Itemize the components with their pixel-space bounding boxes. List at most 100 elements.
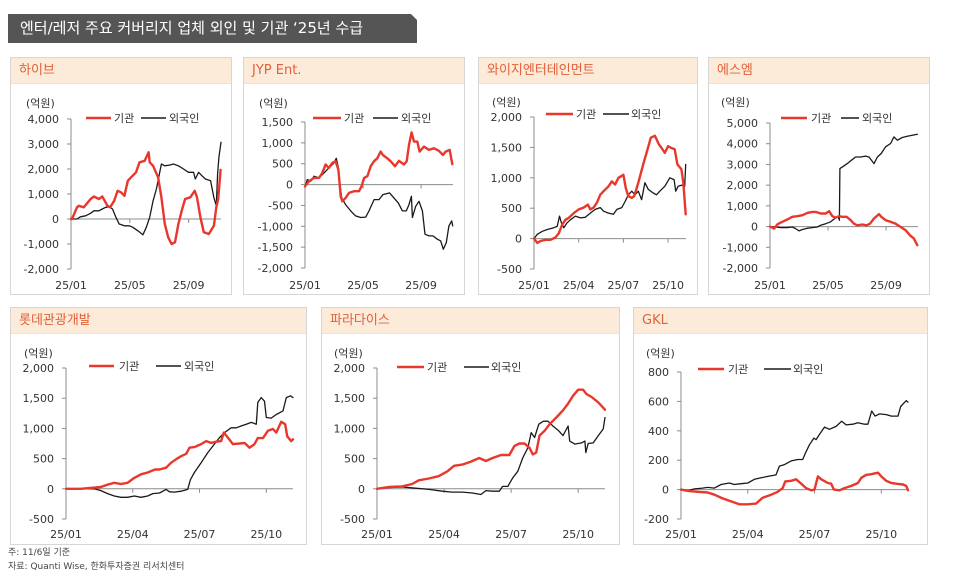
x-tick-label: 25/04 <box>563 279 595 292</box>
legend-label-foreign: 외국인 <box>401 112 431 125</box>
series-line-institution <box>303 131 454 203</box>
y-tick-label: 200 <box>648 454 669 467</box>
legend-label-foreign: 외국인 <box>862 112 892 125</box>
legend-label-institution: 기관 <box>427 361 447 374</box>
y-tick-label: -500 <box>29 513 54 526</box>
x-tick-label: 25/07 <box>495 528 527 541</box>
x-tick-label: 25/07 <box>184 528 216 541</box>
y-tick-label: -1,000 <box>258 220 293 233</box>
y-tick-label: 1,500 <box>23 392 55 405</box>
x-tick-label: 25/05 <box>812 279 844 292</box>
y-tick-label: 1,000 <box>334 422 366 435</box>
y-tick-label: 600 <box>648 395 669 408</box>
series-line-foreign <box>70 141 222 236</box>
series-line-institution <box>768 209 919 247</box>
footer-source: 자료: Quanti Wise, 한화투자증권 리서치센터 <box>8 562 185 572</box>
x-tick-label: 25/01 <box>754 279 786 292</box>
x-tick-label: 25/05 <box>347 279 379 292</box>
line-chart-hybe: (억원) -2,000 -1,000 0 1,000 2,000 3,000 4,000 25/… <box>24 97 222 292</box>
x-tick-label: 25/04 <box>117 528 149 541</box>
y-tick-label: 0 <box>52 213 59 226</box>
x-tick-label: 25/01 <box>518 279 550 292</box>
y-tick-label: 1,500 <box>334 392 366 405</box>
y-tick-label: 3,000 <box>28 138 60 151</box>
y-tick-label: -2,000 <box>24 263 59 276</box>
x-tick-label: 25/07 <box>608 279 640 292</box>
x-tick-label: 25/10 <box>652 279 684 292</box>
y-tick-label: -1,000 <box>723 241 758 254</box>
legend-label-institution: 기관 <box>344 112 364 125</box>
y-tick-label: -2,000 <box>258 262 293 275</box>
x-tick-label: 25/10 <box>562 528 594 541</box>
y-tick-label: 1,000 <box>28 188 60 201</box>
legend-label-institution: 기관 <box>119 360 139 373</box>
legend-label-foreign: 외국인 <box>491 361 521 374</box>
y-tick-label: 2,000 <box>28 163 60 176</box>
panel-title-paradise: 파라다이스 <box>322 308 619 334</box>
y-tick-label: 0 <box>286 179 293 192</box>
footer-note: 주: 11/6일 기준 <box>8 548 71 558</box>
x-tick-label: 25/01 <box>665 528 697 541</box>
y-tick-label: 0 <box>358 483 365 496</box>
y-tick-label: 5,000 <box>727 117 759 130</box>
series-line-institution <box>64 420 295 491</box>
y-tick-label: 1,000 <box>23 422 55 435</box>
y-unit-label: (억원) <box>26 97 55 110</box>
panel-gkl: GKL (억원) -200 0 200 400 600 800 25/01 25/04 25/07… <box>633 307 928 545</box>
y-tick-label: -500 <box>497 263 522 276</box>
x-tick-label: 25/01 <box>50 528 82 541</box>
y-tick-label: 3,000 <box>727 158 759 171</box>
series-line-foreign <box>65 395 294 498</box>
y-tick-label: 2,000 <box>23 362 55 375</box>
line-chart-yg: (억원) -500 0 500 1,000 1,500 2,000 25/01 25/04 25/… <box>491 96 687 292</box>
panel-hybe: 하이브 (억원) -2,000 -1,000 0 1,000 2,000 3,000 4,00… <box>10 57 232 295</box>
legend-label-foreign: 외국인 <box>793 363 823 376</box>
y-tick-label: 1,000 <box>491 172 523 185</box>
y-tick-label: 1,500 <box>262 116 294 129</box>
footer: 주: 11/6일 기준 자료: Quanti Wise, 한화투자증권 리서치센… <box>8 546 184 574</box>
x-tick-label: 25/10 <box>865 528 897 541</box>
y-tick-label: 0 <box>662 484 669 497</box>
legend-label-foreign: 외국인 <box>631 108 661 121</box>
x-tick-label: 25/09 <box>870 279 902 292</box>
panel-title-lotte-tour: 롯데관광개발 <box>11 308 306 334</box>
line-chart-sm: (억원) -2,000 -1,000 0 1,000 2,000 3,000 4,000 5,0… <box>721 96 919 292</box>
y-tick-label: 500 <box>344 453 365 466</box>
panel-lotte-tour: 롯데관광개발 (억원) -500 0 500 1,000 1,500 2,000 25/01 2… <box>10 307 307 545</box>
series-line-institution <box>679 471 910 506</box>
x-tick-label: 25/09 <box>173 279 205 292</box>
legend-label-institution: 기관 <box>576 108 596 121</box>
series-line-institution <box>375 388 607 491</box>
panel-title-gkl: GKL <box>634 308 927 334</box>
panel-title-yg: 와이지엔터테인먼트 <box>479 58 697 84</box>
y-tick-label: 0 <box>47 483 54 496</box>
series-line-institution <box>69 151 222 246</box>
legend-label-foreign: 외국인 <box>169 112 199 125</box>
y-unit-label: (억원) <box>492 96 521 109</box>
x-tick-label: 25/01 <box>361 528 393 541</box>
legend-label-foreign: 외국인 <box>184 360 214 373</box>
y-unit-label: (억원) <box>334 347 363 360</box>
panel-jyp: JYP Ent. (억원) -2,000 -1,500 -1,000 -500 0 500 1… <box>243 57 465 295</box>
line-chart-gkl: (억원) -200 0 200 400 600 800 25/01 25/04 25/07 25/1… <box>644 347 910 541</box>
line-chart-paradise: (억원) -500 0 500 1,000 1,500 2,000 25/01 25/04 25/… <box>334 347 607 541</box>
x-tick-label: 25/09 <box>405 279 437 292</box>
series-line-institution <box>532 134 687 245</box>
panel-title-jyp: JYP Ent. <box>244 58 464 84</box>
legend-label-institution: 기관 <box>114 112 134 125</box>
series-line-foreign <box>680 400 909 491</box>
page-title: 엔터/레저 주요 커버리지 업체 외인 및 기관 ‘25년 수급 <box>8 14 417 43</box>
panel-paradise: 파라다이스 (억원) -500 0 500 1,000 1,500 2,000 25/01 25… <box>321 307 620 545</box>
y-tick-label: -1,000 <box>24 238 59 251</box>
series-line-foreign <box>304 157 454 250</box>
y-tick-label: 1,000 <box>727 200 759 213</box>
x-tick-label: 25/07 <box>799 528 831 541</box>
y-tick-label: 2,000 <box>491 111 523 124</box>
y-tick-label: 800 <box>648 366 669 379</box>
series-line-foreign <box>533 163 687 240</box>
y-tick-label: -200 <box>644 513 669 526</box>
y-tick-label: 4,000 <box>28 113 60 126</box>
legend-label-institution: 기관 <box>811 112 831 125</box>
y-unit-label: (억원) <box>721 96 750 109</box>
y-tick-label: -500 <box>268 199 293 212</box>
